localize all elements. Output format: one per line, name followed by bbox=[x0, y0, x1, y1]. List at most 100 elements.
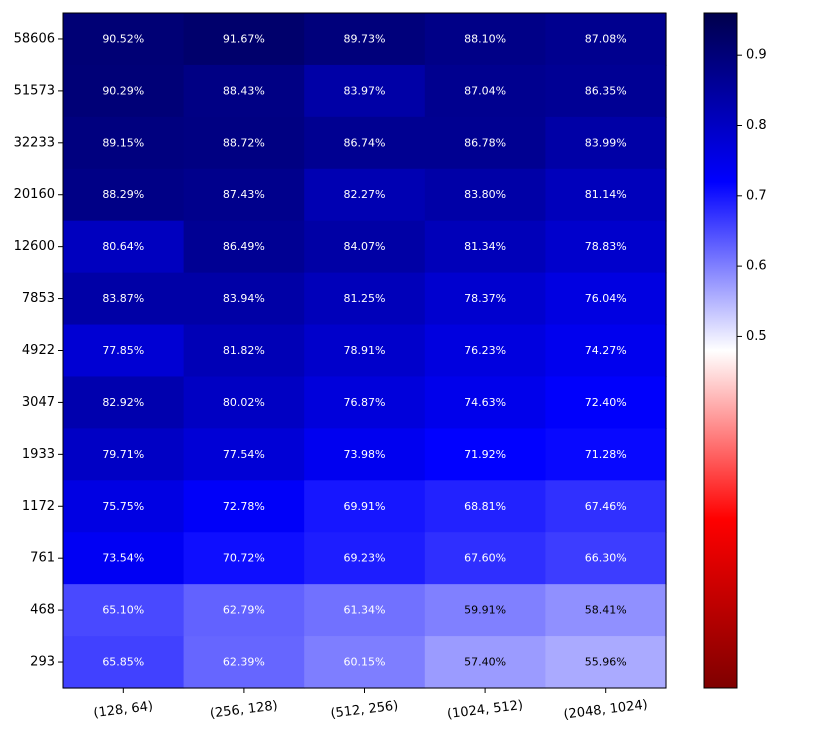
heatmap-cell bbox=[63, 168, 185, 222]
cell-value-label: 81.34% bbox=[464, 240, 506, 253]
plot-area: 90.52% 91.67% 89.73% 88.10% 87.08% 90.29% 88.4… bbox=[63, 13, 667, 689]
heatmap-cell bbox=[183, 168, 305, 222]
cell-value-label: 74.27% bbox=[585, 344, 627, 357]
cell-value-label: 83.97% bbox=[344, 84, 386, 97]
x-tick-label: (2048, 1024) bbox=[563, 697, 649, 722]
cell-value-label: 88.29% bbox=[102, 188, 144, 201]
cell-value-label: 90.29% bbox=[102, 84, 144, 97]
y-tick-label: 51573 bbox=[14, 83, 55, 98]
heatmap-cell bbox=[183, 584, 305, 637]
heatmap-cell bbox=[545, 220, 667, 274]
heatmap-cell bbox=[183, 64, 305, 118]
cell-value-label: 65.10% bbox=[102, 604, 144, 617]
heatmap-cell bbox=[63, 272, 185, 326]
colorbar-tick-label: 0.7 bbox=[746, 188, 767, 203]
cell-value-label: 82.92% bbox=[102, 396, 144, 409]
cell-value-label: 60.15% bbox=[344, 656, 386, 669]
heatmap-cell bbox=[183, 376, 305, 429]
heatmap-cell bbox=[63, 636, 185, 689]
cell-value-label: 67.60% bbox=[464, 552, 506, 565]
cell-value-label: 76.87% bbox=[344, 396, 386, 409]
cell-value-label: 71.28% bbox=[585, 448, 627, 461]
cell-value-label: 78.83% bbox=[585, 240, 627, 253]
cell-value-label: 81.14% bbox=[585, 188, 627, 201]
cell-value-label: 80.64% bbox=[102, 240, 144, 253]
cell-value-label: 71.92% bbox=[464, 448, 506, 461]
heatmap-cell bbox=[183, 116, 305, 170]
cell-value-label: 65.85% bbox=[102, 656, 144, 669]
heatmap-cell bbox=[304, 636, 426, 689]
heatmap-cell bbox=[424, 272, 546, 326]
cell-value-label: 76.23% bbox=[464, 344, 506, 357]
heatmap-cell bbox=[304, 428, 426, 481]
heatmap-cell bbox=[545, 376, 667, 429]
x-tick-label: (128, 64) bbox=[93, 699, 154, 721]
heatmap-cell bbox=[304, 480, 426, 533]
y-tick-label: 58606 bbox=[14, 31, 55, 46]
heatmap-cell bbox=[304, 168, 426, 222]
cell-value-label: 86.49% bbox=[223, 240, 265, 253]
heatmap-cell bbox=[183, 428, 305, 481]
cell-value-label: 55.96% bbox=[585, 656, 627, 669]
cell-value-label: 83.87% bbox=[102, 292, 144, 305]
cell-value-label: 66.30% bbox=[585, 552, 627, 565]
cell-value-label: 83.80% bbox=[464, 188, 506, 201]
heatmap-cell bbox=[545, 480, 667, 533]
heatmap-cell bbox=[63, 64, 185, 118]
x-tick-label: (256, 128) bbox=[209, 698, 278, 721]
heatmap-cell bbox=[63, 428, 185, 481]
colorbar-gradient bbox=[703, 12, 738, 689]
cell-value-label: 86.74% bbox=[344, 136, 386, 149]
heatmap-cell bbox=[304, 220, 426, 274]
heatmap-cell bbox=[304, 64, 426, 118]
heatmap-cell bbox=[424, 584, 546, 637]
heatmap-cell bbox=[545, 272, 667, 326]
heatmap-cell bbox=[63, 324, 185, 378]
heatmap-cell bbox=[63, 584, 185, 637]
heatmap-cell bbox=[424, 168, 546, 222]
heatmap-cell bbox=[545, 324, 667, 378]
heatmap-cell bbox=[424, 324, 546, 378]
colorbar-tick-label: 0.5 bbox=[746, 329, 767, 344]
cell-value-label: 83.99% bbox=[585, 136, 627, 149]
heatmap-cell bbox=[63, 532, 185, 585]
heatmap-cell bbox=[183, 13, 305, 66]
cell-value-label: 72.40% bbox=[585, 396, 627, 409]
cell-value-label: 67.46% bbox=[585, 500, 627, 513]
cell-value-label: 68.81% bbox=[464, 500, 506, 513]
cell-value-label: 70.72% bbox=[223, 552, 265, 565]
cell-value-label: 76.04% bbox=[585, 292, 627, 305]
heatmap-cell bbox=[424, 64, 546, 118]
cell-value-label: 80.02% bbox=[223, 396, 265, 409]
cell-value-label: 79.71% bbox=[102, 448, 144, 461]
heatmap-cell bbox=[424, 116, 546, 170]
heatmap-cell bbox=[424, 480, 546, 533]
y-tick-label: 12600 bbox=[14, 239, 55, 254]
y-tick-label: 32233 bbox=[14, 135, 55, 150]
cell-value-label: 69.91% bbox=[344, 500, 386, 513]
y-tick-label: 293 bbox=[30, 655, 55, 670]
cell-value-label: 82.27% bbox=[344, 188, 386, 201]
cell-value-label: 75.75% bbox=[102, 500, 144, 513]
y-tick-label: 1933 bbox=[22, 447, 55, 462]
cell-value-label: 89.73% bbox=[344, 32, 386, 45]
heatmap-cell bbox=[63, 376, 185, 429]
x-tick-label: (512, 256) bbox=[330, 698, 399, 721]
heatmap-cell bbox=[545, 13, 667, 66]
heatmap-cell bbox=[424, 220, 546, 274]
cell-value-label: 59.91% bbox=[464, 604, 506, 617]
y-axis: 58606 51573 32233 20160 12600 7853 4922 3047 193… bbox=[14, 31, 63, 670]
heatmap-cell bbox=[424, 13, 546, 66]
cell-value-label: 61.34% bbox=[344, 604, 386, 617]
heatmap-cell bbox=[63, 13, 185, 66]
x-axis: (128, 64) (256, 128) (512, 256) (1024, 512)… bbox=[93, 688, 649, 723]
heatmap-cell bbox=[424, 636, 546, 689]
y-tick-label: 4922 bbox=[22, 343, 55, 358]
cell-value-label: 57.40% bbox=[464, 656, 506, 669]
y-tick-label: 7853 bbox=[22, 291, 55, 306]
heatmap-cell bbox=[304, 324, 426, 378]
cell-value-label: 88.10% bbox=[464, 32, 506, 45]
heatmap-cell bbox=[183, 324, 305, 378]
cell-value-label: 87.43% bbox=[223, 188, 265, 201]
